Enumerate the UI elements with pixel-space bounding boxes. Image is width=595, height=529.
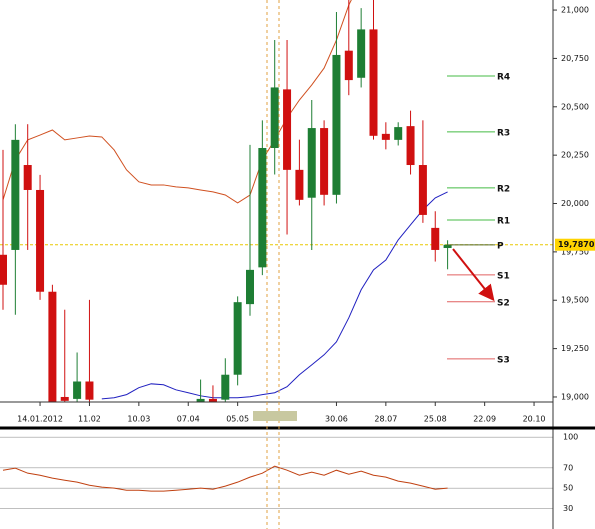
pivot-label: R4 (497, 73, 510, 83)
y-tick-label: 19,000 (561, 392, 589, 401)
pivot-label: R2 (497, 184, 510, 194)
x-tick-label: 05.05 (226, 415, 249, 424)
y-tick-label: 30 (563, 504, 573, 513)
candle-body (270, 87, 279, 148)
candle-body (344, 50, 353, 81)
candle-body (73, 381, 82, 399)
rsi-plot (0, 436, 553, 509)
crosshair-label (253, 411, 297, 421)
candle-body (48, 291, 57, 402)
candle-body (320, 128, 329, 195)
y-tick-label: 50 (563, 484, 573, 493)
axes: 19,000 19,250 19,500 19,750 20,000 20,250 20,5… (17, 6, 595, 513)
candle-body (431, 227, 440, 250)
x-tick-label: 11.02 (78, 415, 101, 424)
candle-body (394, 127, 403, 140)
x-tick-label: 30.06 (325, 415, 348, 424)
x-tick-label: 20.10 (523, 415, 546, 424)
candle-body (295, 169, 304, 200)
candle-body (60, 396, 69, 401)
candle-body (406, 126, 415, 166)
pivot-label: S1 (497, 271, 510, 281)
overlay-line (2, 0, 352, 204)
pivot-label: R1 (497, 216, 510, 226)
y-tick-label: 19,750 (561, 247, 589, 256)
y-tick-label: 20,250 (561, 151, 589, 160)
candle-body (381, 133, 390, 140)
candle-body (221, 374, 230, 400)
arrow (452, 248, 495, 302)
x-tick-label: 14.01.2012 (17, 415, 63, 424)
candle-body (0, 254, 7, 285)
pivot-label: R3 (497, 128, 510, 138)
candle-body (233, 302, 242, 375)
candle-body (196, 398, 205, 402)
candle-body (307, 128, 316, 198)
x-tick-label: 28.07 (374, 415, 397, 424)
candle-body (23, 165, 32, 190)
y-tick-label: 20,500 (561, 102, 589, 111)
candle-body (258, 147, 267, 268)
candle-body (332, 54, 341, 195)
x-tick-label: 22.09 (473, 415, 496, 424)
y-tick-label: 70 (563, 463, 573, 472)
candle-body (36, 189, 45, 292)
candle-body (418, 165, 427, 215)
y-tick-label: 21,000 (561, 6, 589, 15)
candle-body (246, 269, 254, 305)
last-price-label: 19,7870 (558, 240, 595, 249)
price-plot: R4 R3 R2 R1 P S1 S2 S3 (0, 0, 553, 402)
overlay-line (101, 191, 448, 400)
y-tick-label: 19,250 (561, 344, 589, 353)
y-tick-label: 19,500 (561, 296, 589, 305)
y-tick-label: 20,750 (561, 54, 589, 63)
y-tick-label: 20,000 (561, 199, 589, 208)
candle-body (208, 398, 217, 402)
rsi-line (2, 465, 448, 492)
candle-body (357, 29, 366, 78)
y-tick-label: 100 (563, 433, 578, 442)
candle-body (283, 89, 292, 170)
x-tick-label: 25.08 (424, 415, 447, 424)
last-price-box (555, 238, 595, 251)
candle-body (85, 381, 94, 400)
x-tick-label: 07.04 (177, 415, 200, 424)
pivot-label: S2 (497, 298, 510, 308)
candle-body (11, 139, 20, 250)
pivot-label: P (497, 241, 504, 251)
pivot-label: S3 (497, 355, 510, 365)
candle-body (443, 244, 452, 249)
candle-body (369, 29, 378, 136)
x-tick-label: 10.03 (127, 415, 150, 424)
